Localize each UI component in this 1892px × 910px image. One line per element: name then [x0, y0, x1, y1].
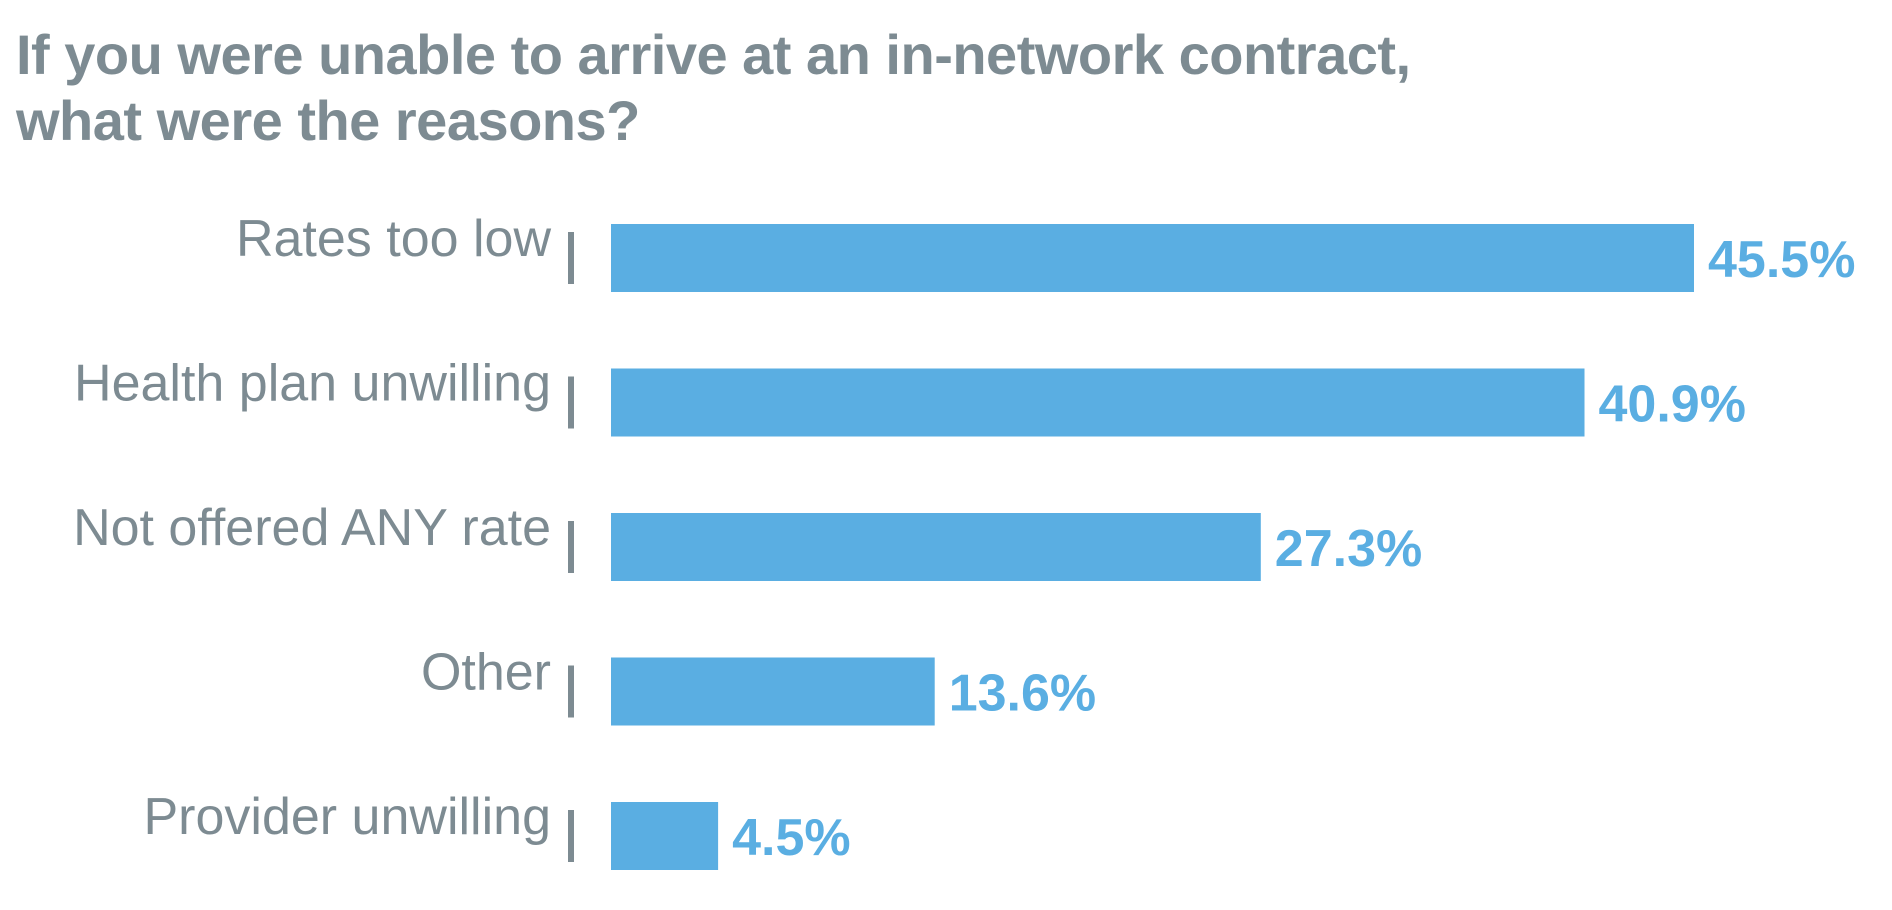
- category-label: Not offered ANY rate: [73, 499, 551, 557]
- category-tick: [568, 232, 574, 284]
- bar: [611, 368, 1585, 437]
- chart-title: If you were unable to arrive at an in-ne…: [16, 23, 1411, 152]
- category-label: Other: [421, 644, 551, 702]
- value-label: 4.5%: [732, 809, 851, 867]
- category-label: Provider unwilling: [143, 788, 551, 846]
- category-label: Health plan unwilling: [74, 355, 551, 413]
- value-label: 27.3%: [1275, 520, 1422, 578]
- category-label: Rates too low: [236, 210, 551, 268]
- category-tick: [568, 521, 574, 573]
- value-label: 13.6%: [949, 665, 1096, 723]
- category-tick: [568, 810, 574, 862]
- category-tick: [568, 665, 574, 718]
- bar: [611, 802, 719, 870]
- bar: [611, 657, 935, 726]
- value-label: 45.5%: [1708, 231, 1855, 289]
- value-label: 40.9%: [1599, 376, 1746, 434]
- bar: [611, 224, 1694, 292]
- bar: [611, 513, 1261, 581]
- category-tick: [568, 376, 574, 429]
